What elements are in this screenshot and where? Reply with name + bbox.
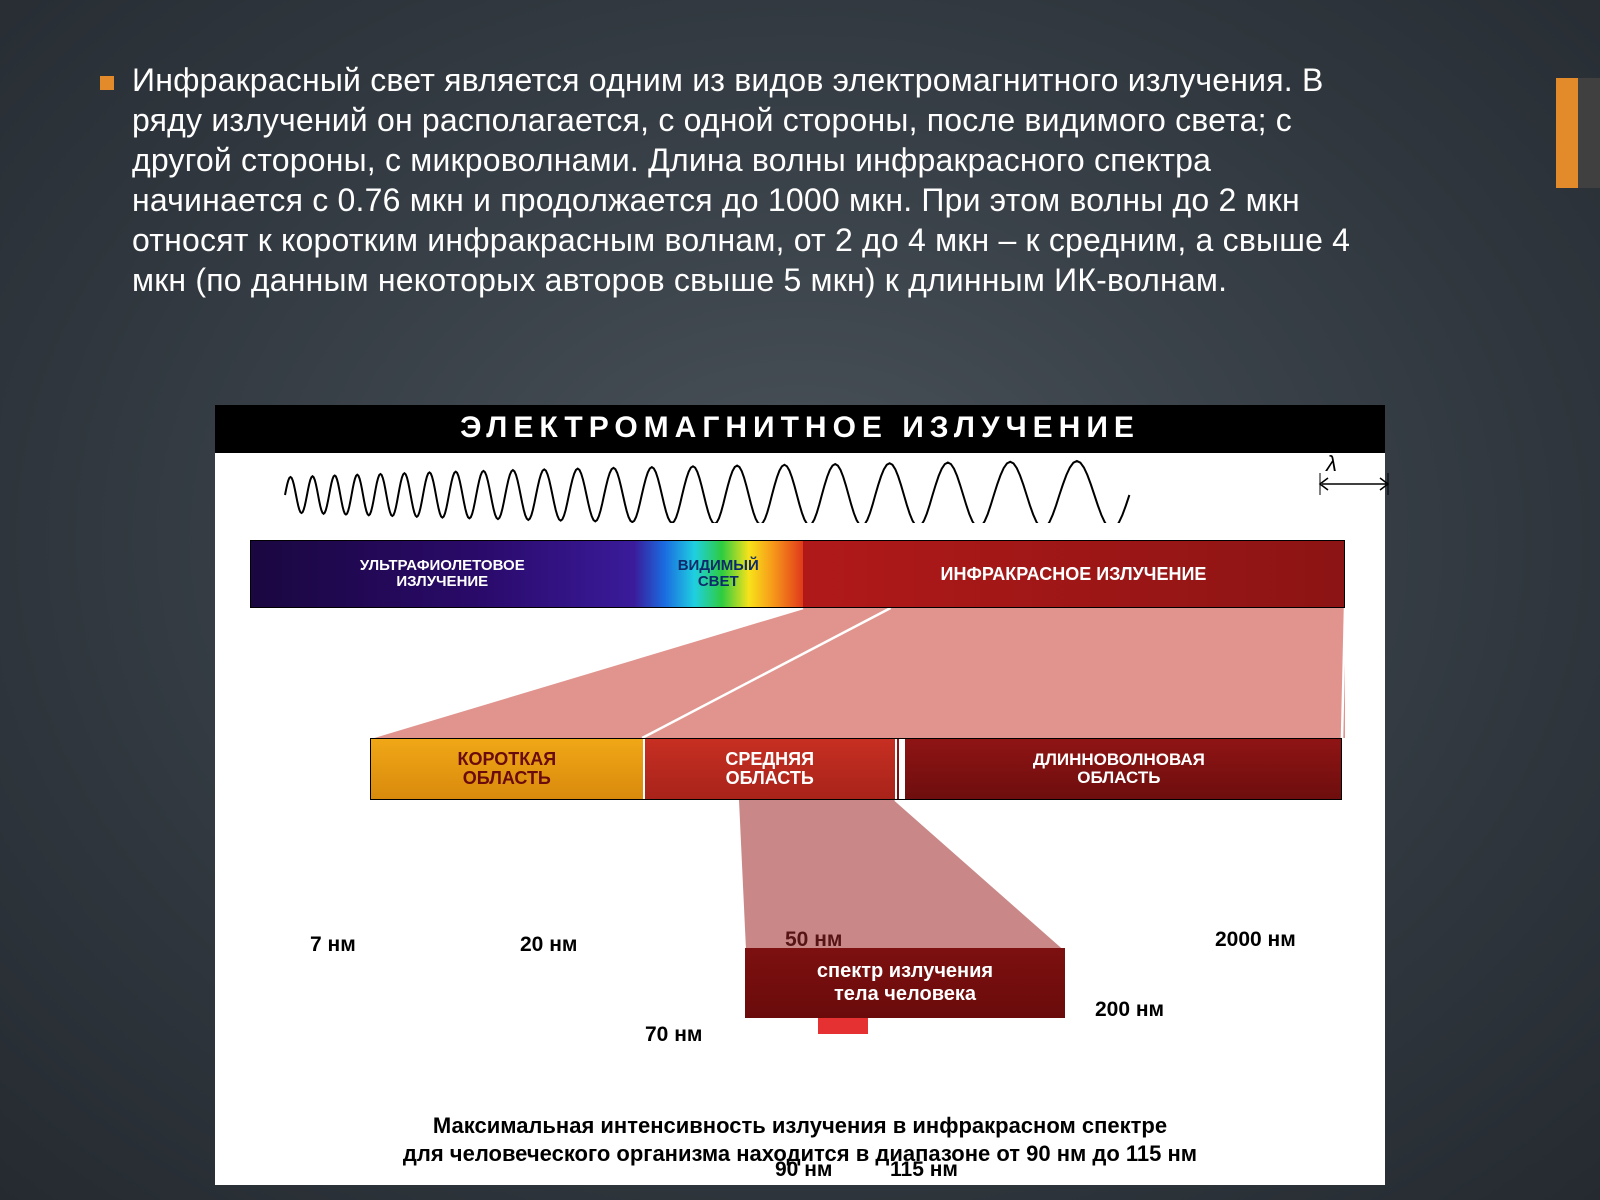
- body-expand-trapezoid: [555, 800, 1175, 950]
- footer-line-2: для человеческого организма находится в …: [215, 1140, 1385, 1168]
- ir-band-2: ДЛИННОВОЛНОВАЯОБЛАСТЬ: [895, 739, 1341, 799]
- body-spectrum-l2: тела человека: [817, 983, 993, 1006]
- accent-bar-2: [1578, 78, 1600, 188]
- diagram-title: ЭЛЕКТРОМАГНИТНОЕ ИЗЛУЧЕНИЕ: [215, 405, 1385, 453]
- scale2-label-1: 200 нм: [1095, 998, 1164, 1022]
- spectrum-seg-uv: УЛЬТРАФИОЛЕТОВОЕИЗЛУЧЕНИЕ: [251, 541, 634, 607]
- em-spectrum-diagram: ЭЛЕКТРОМАГНИТНОЕ ИЗЛУЧЕНИЕ λ УЛЬТРАФИОЛЕ…: [215, 405, 1385, 1185]
- body-spectrum-l1: спектр излучения: [817, 960, 993, 983]
- intro-block: Инфракрасный свет является одним из видо…: [0, 0, 1600, 300]
- scale1-label-0: 7 нм: [310, 933, 356, 957]
- scale2-label-0: 70 нм: [645, 1023, 702, 1047]
- ir-band-1: СРЕДНЯЯОБЛАСТЬ: [643, 739, 895, 799]
- spectrum-bar: УЛЬТРАФИОЛЕТОВОЕИЗЛУЧЕНИЕВИДИМЫЙСВЕТИНФР…: [250, 540, 1345, 608]
- ir-expand-trapezoid: [250, 608, 1345, 738]
- footer-line-1: Максимальная интенсивность излучения в и…: [215, 1112, 1385, 1140]
- ir-band-0: КОРОТКАЯОБЛАСТЬ: [371, 739, 643, 799]
- spectrum-seg-ir: ИНФРАКРАСНОЕ ИЗЛУЧЕНИЕ: [803, 541, 1344, 607]
- peak-marker: [818, 1018, 868, 1034]
- wave-illustration: λ: [215, 453, 1385, 523]
- spectrum-seg-vis: ВИДИМЫЙСВЕТ: [634, 541, 803, 607]
- paragraph-text: Инфракрасный свет является одним из видо…: [132, 60, 1382, 300]
- accent-bars: [1556, 78, 1600, 188]
- body-spectrum-bar: спектр излучения тела человека: [745, 948, 1065, 1018]
- scale1-label-3: 2000 нм: [1215, 928, 1296, 952]
- accent-bar-1: [1556, 78, 1578, 188]
- ir-bands-bar: КОРОТКАЯОБЛАСТЬСРЕДНЯЯОБЛАСТЬДЛИННОВОЛНО…: [370, 738, 1342, 800]
- diagram-footer: Максимальная интенсивность излучения в и…: [215, 1112, 1385, 1167]
- bullet-icon: [100, 76, 114, 90]
- lambda-arrows-icon: [1318, 473, 1390, 495]
- wave-svg: [215, 453, 1385, 523]
- lambda-label: λ: [1326, 451, 1337, 477]
